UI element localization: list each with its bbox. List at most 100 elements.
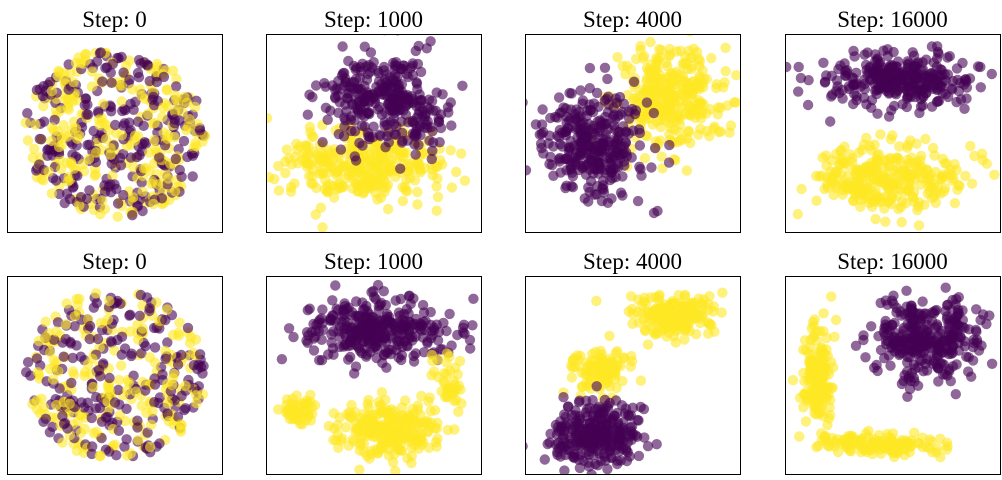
scatter-point: [642, 339, 654, 350]
scatter-point: [924, 355, 935, 366]
scatter-point: [881, 82, 893, 93]
scatter-point: [648, 207, 660, 219]
scatter-point: [323, 420, 334, 432]
scatter-point: [361, 450, 373, 462]
scatter-point: [814, 408, 825, 419]
scatter-point: [612, 52, 623, 63]
scatter-point: [75, 427, 87, 438]
scatter-point: [599, 62, 611, 73]
scatter-point: [84, 185, 95, 196]
scatter-point: [125, 98, 136, 110]
scatter-point: [42, 144, 53, 156]
scatter-point: [126, 350, 137, 362]
scatter-point: [677, 70, 689, 82]
scatter-point: [953, 345, 964, 356]
scatter-point: [698, 299, 709, 310]
scatter-point: [142, 59, 153, 70]
scatter-point: [618, 121, 629, 132]
scatter-point: [592, 432, 603, 444]
scatter-point: [902, 91, 913, 102]
scatter-point: [188, 142, 200, 154]
scatter-point: [161, 304, 173, 315]
scatter-point: [695, 123, 706, 135]
scatter-point: [319, 78, 330, 89]
scatter-point: [137, 323, 148, 334]
scatter-point: [415, 433, 427, 444]
scatter-point: [100, 412, 112, 423]
scatter-point: [171, 73, 182, 85]
scatter-point: [46, 135, 57, 147]
scatter-point: [93, 106, 104, 117]
scatter-point: [851, 67, 862, 79]
scatter-point: [332, 184, 343, 195]
scatter-point: [425, 122, 437, 133]
scatter-point: [367, 312, 379, 323]
scatter-point: [816, 170, 828, 181]
scatter-point: [664, 139, 675, 151]
scatter-point: [553, 92, 565, 103]
scatter-point: [556, 107, 567, 118]
scatter-point: [158, 71, 170, 83]
scatter-point: [588, 411, 599, 422]
scatter-point: [340, 422, 352, 433]
scatter-point: [628, 76, 640, 88]
scatter-point: [368, 291, 380, 303]
scatter-point: [975, 82, 986, 93]
scatter-point: [425, 333, 437, 344]
scatter-point: [613, 162, 624, 173]
scatter-point: [113, 374, 125, 386]
scatter-point: [103, 446, 115, 457]
scatter-point: [340, 173, 351, 184]
scatter-point: [669, 112, 680, 123]
scatter-point: [826, 356, 837, 368]
scatter-point: [419, 148, 430, 159]
scatter-point: [811, 195, 822, 206]
scatter-point: [91, 426, 102, 438]
scatter-point: [537, 104, 548, 115]
scatter-point: [154, 152, 165, 163]
axes-frame: [785, 34, 1001, 233]
scatter-point: [808, 368, 819, 379]
scatter-point: [317, 222, 328, 232]
scatter-point: [406, 433, 417, 444]
scatter-point: [114, 410, 126, 421]
scatter-point: [363, 163, 375, 175]
scatter-point: [283, 323, 295, 334]
scatter-point: [82, 109, 94, 120]
scatter-point: [901, 285, 912, 296]
scatter-point: [409, 139, 420, 150]
scatter-point: [818, 308, 829, 319]
scatter-point: [640, 325, 651, 337]
scatter-point: [194, 125, 206, 136]
scatter-point: [886, 190, 898, 201]
scatter-point: [40, 331, 51, 343]
scatter-point: [946, 304, 957, 315]
scatter-point: [575, 85, 586, 96]
scatter-point: [864, 161, 875, 172]
scatter-point: [105, 336, 117, 347]
scatter-point: [595, 163, 607, 174]
scatter-point: [75, 191, 87, 203]
scatter-point: [680, 57, 691, 68]
scatter-point: [894, 141, 905, 152]
scatter-point: [91, 297, 103, 309]
scatter-panel-2: Step: 1000: [266, 7, 482, 233]
scatter-point: [323, 145, 334, 156]
scatter-point: [926, 81, 937, 92]
scatter-point: [971, 334, 983, 346]
scatter-point: [97, 76, 108, 87]
scatter-point: [127, 210, 138, 221]
scatter-point: [190, 334, 202, 345]
scatter-point: [174, 317, 185, 328]
scatter-point: [38, 175, 49, 186]
scatter-point: [932, 41, 943, 52]
scatter-point: [875, 344, 887, 356]
scatter-point: [337, 41, 348, 52]
scatter-point: [915, 101, 927, 112]
scatter-point: [54, 188, 65, 200]
scatter-point: [180, 380, 191, 391]
scatter-point: [544, 130, 555, 141]
axes-frame: [266, 34, 482, 233]
scatter-point: [425, 306, 436, 318]
scatter-point: [661, 331, 672, 342]
